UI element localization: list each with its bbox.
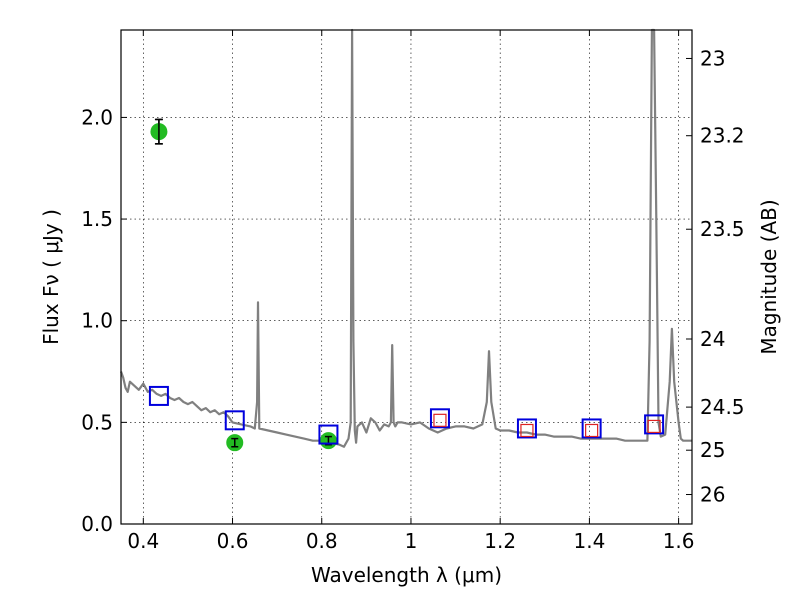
spectrum-series: [119, 28, 692, 448]
y2-tick-label: 23.2: [700, 124, 745, 148]
y2-axis-label: Magnitude (AB): [757, 199, 781, 354]
data-points: [148, 118, 665, 452]
x-tick-label: 1.2: [484, 529, 516, 553]
y2-tick-label: 24: [700, 327, 725, 351]
x-tick-label: 1: [405, 529, 418, 553]
x-tick-label: 0.4: [127, 529, 159, 553]
model-square-red: [647, 419, 661, 434]
y-tick-label: 2.0: [81, 105, 113, 129]
model-square-blue: [318, 424, 339, 445]
x-tick-label: 1.4: [573, 529, 605, 553]
x-tick-label: 1.6: [663, 529, 695, 553]
model-square-red: [433, 413, 447, 427]
y-tick-label: 0.0: [81, 512, 113, 536]
model-square-blue: [224, 410, 245, 431]
y-tick-label: 1.5: [81, 207, 113, 231]
model-square-blue: [429, 408, 450, 429]
y-tick-label: 1.0: [81, 309, 113, 333]
spectrum-line: [119, 28, 692, 448]
model-square-blue: [516, 418, 537, 439]
model-square-red: [520, 423, 534, 438]
model-square-blue: [644, 414, 665, 435]
y2-tick-label: 26: [700, 483, 725, 507]
x-tick-label: 0.6: [217, 529, 249, 553]
y2-tick-label: 25: [700, 438, 725, 462]
y-tick-label: 0.5: [81, 410, 113, 434]
y2-tick-label: 23.5: [700, 217, 745, 241]
x-axis-label: Wavelength λ (μm): [311, 563, 502, 587]
y2-axis-ticks: 23 23.2 23.5 24 24.5 25 26: [686, 46, 745, 507]
model-square-red: [585, 423, 599, 438]
y2-tick-label: 24.5: [700, 395, 745, 419]
model-square-blue: [581, 418, 602, 439]
y-axis-label: Flux Fν ( μJy ): [39, 209, 63, 345]
y-axis-ticks: 0.0 0.5 1.0 1.5 2.0: [81, 105, 127, 536]
x-axis-ticks: 0.4 0.6 0.8 1 1.2 1.4 1.6: [127, 30, 695, 553]
y2-tick-label: 23: [700, 46, 725, 70]
model-square-blue: [148, 385, 169, 406]
x-tick-label: 0.8: [306, 529, 338, 553]
plot-frame: [120, 29, 693, 525]
